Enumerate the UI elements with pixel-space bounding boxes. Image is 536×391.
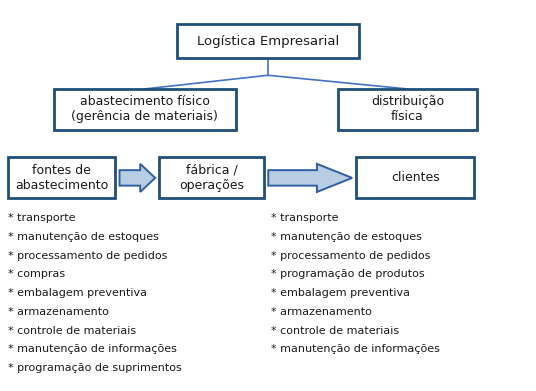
Text: * processamento de pedidos: * processamento de pedidos bbox=[8, 251, 167, 261]
Text: clientes: clientes bbox=[391, 171, 440, 185]
Text: * armazenamento: * armazenamento bbox=[271, 307, 371, 317]
FancyBboxPatch shape bbox=[356, 157, 474, 198]
Text: * manutenção de informações: * manutenção de informações bbox=[271, 344, 440, 355]
Text: * compras: * compras bbox=[8, 269, 65, 280]
Text: * transporte: * transporte bbox=[271, 213, 338, 223]
FancyArrow shape bbox=[269, 164, 352, 192]
FancyArrow shape bbox=[120, 164, 155, 192]
Text: * manutenção de informações: * manutenção de informações bbox=[8, 344, 177, 355]
Text: * controle de materiais: * controle de materiais bbox=[271, 326, 399, 336]
Text: Logística Empresarial: Logística Empresarial bbox=[197, 34, 339, 48]
Text: fábrica /
operações: fábrica / operações bbox=[179, 164, 244, 192]
Text: * programação de suprimentos: * programação de suprimentos bbox=[8, 363, 182, 373]
Text: * manutenção de estoques: * manutenção de estoques bbox=[271, 232, 421, 242]
FancyBboxPatch shape bbox=[159, 157, 264, 198]
Text: * programação de produtos: * programação de produtos bbox=[271, 269, 425, 280]
Text: * transporte: * transporte bbox=[8, 213, 76, 223]
Text: * embalagem preventiva: * embalagem preventiva bbox=[8, 288, 147, 298]
Text: fontes de
abastecimento: fontes de abastecimento bbox=[15, 164, 108, 192]
Text: * manutenção de estoques: * manutenção de estoques bbox=[8, 232, 159, 242]
Text: abastecimento físico
(gerência de materiais): abastecimento físico (gerência de materi… bbox=[71, 95, 218, 124]
Text: distribuição
física: distribuição física bbox=[371, 95, 444, 124]
Text: * embalagem preventiva: * embalagem preventiva bbox=[271, 288, 410, 298]
FancyBboxPatch shape bbox=[54, 89, 236, 130]
Text: * armazenamento: * armazenamento bbox=[8, 307, 109, 317]
FancyBboxPatch shape bbox=[8, 157, 115, 198]
Text: * controle de materiais: * controle de materiais bbox=[8, 326, 136, 336]
FancyBboxPatch shape bbox=[177, 24, 359, 57]
FancyBboxPatch shape bbox=[338, 89, 477, 130]
Text: * processamento de pedidos: * processamento de pedidos bbox=[271, 251, 430, 261]
